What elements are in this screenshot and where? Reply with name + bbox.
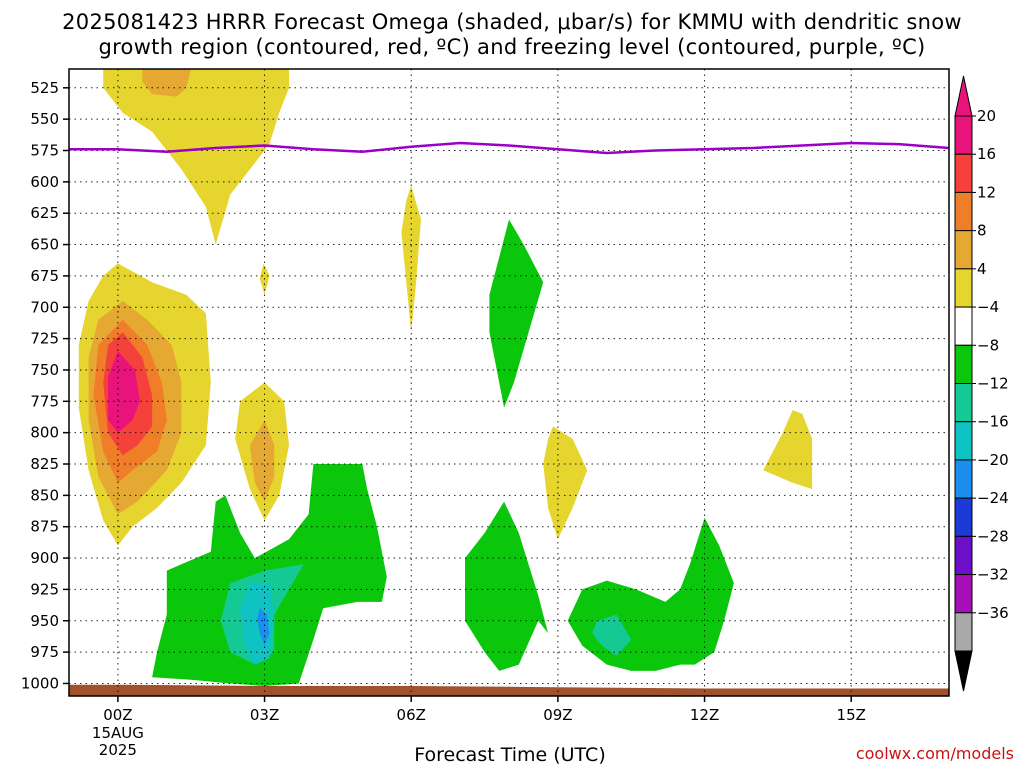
colorbar-band bbox=[954, 344, 973, 384]
x-axis-title: Forecast Time (UTC) bbox=[414, 744, 606, 766]
x-tick-label: 09Z bbox=[543, 706, 572, 724]
omega-region-13 bbox=[489, 219, 544, 408]
colorbar-label: −28 bbox=[977, 527, 1009, 545]
y-tick-label: 775 bbox=[30, 392, 59, 410]
colorbar-label: 12 bbox=[977, 183, 996, 201]
colorbar-label: −32 bbox=[977, 566, 1009, 584]
colorbar-bottom-arrow bbox=[954, 650, 973, 692]
x-date-label: 15AUG bbox=[92, 724, 144, 742]
colorbar-label: −12 bbox=[977, 375, 1009, 393]
colorbar-band bbox=[954, 421, 973, 461]
colorbar-band bbox=[954, 153, 973, 193]
x-tick-label: 00Z bbox=[103, 706, 132, 724]
y-tick-label: 875 bbox=[30, 518, 59, 536]
colorbar-band bbox=[954, 191, 973, 232]
chart-title-line-2: growth region (contoured, red, ºC) and f… bbox=[98, 35, 926, 59]
x-tick-label: 03Z bbox=[250, 706, 279, 724]
y-tick-label: 750 bbox=[30, 361, 59, 379]
colorbar-label: 20 bbox=[977, 107, 996, 125]
colorbar-band bbox=[954, 268, 973, 308]
freezing-level-contour bbox=[69, 141, 949, 155]
colorbar-top-arrow bbox=[954, 75, 973, 117]
y-tick-label: 925 bbox=[30, 580, 59, 598]
x-tick-label: 06Z bbox=[397, 706, 426, 724]
omega-region-6 bbox=[108, 351, 140, 433]
y-tick-label: 700 bbox=[30, 298, 59, 316]
colorbar: 20 16 12 8 4 −4 −8 −12 −16 −20 −24 −28 −32 −36 bbox=[954, 75, 1009, 692]
colorbar-label: −20 bbox=[977, 451, 1009, 469]
y-tick-label: 725 bbox=[30, 330, 59, 348]
omega-region-17 bbox=[257, 608, 270, 646]
colorbar-label: −16 bbox=[977, 413, 1009, 431]
omega-region-19 bbox=[567, 517, 734, 671]
x-tick-label: 12Z bbox=[690, 706, 719, 724]
y-tick-label: 625 bbox=[30, 204, 59, 222]
y-tick-label: 850 bbox=[30, 486, 59, 504]
colorbar-label: −4 bbox=[977, 298, 999, 316]
omega-region-12 bbox=[763, 410, 813, 490]
colorbar-band bbox=[954, 459, 973, 499]
omega-region-8 bbox=[249, 420, 275, 502]
x-date-label: 2025 bbox=[99, 741, 137, 759]
colorbar-band bbox=[954, 383, 973, 423]
y-tick-label: 825 bbox=[30, 455, 59, 473]
colorbar-label: −8 bbox=[977, 336, 999, 354]
colorbar-band bbox=[954, 535, 973, 576]
y-axis-ticks: 525 550 575 600 625 650 675 700 725 750 775 800 825 8… bbox=[21, 79, 69, 692]
y-tick-label: 900 bbox=[30, 549, 59, 567]
colorbar-band bbox=[954, 497, 973, 537]
omega-region-10 bbox=[401, 185, 421, 333]
y-tick-label: 1000 bbox=[21, 674, 59, 692]
x-tick-label: 15Z bbox=[837, 706, 866, 724]
colorbar-band bbox=[954, 574, 973, 614]
y-tick-label: 800 bbox=[30, 424, 59, 442]
colorbar-band bbox=[954, 230, 973, 270]
terrain bbox=[69, 684, 949, 696]
y-tick-label: 550 bbox=[30, 110, 59, 128]
omega-region-11 bbox=[543, 426, 588, 540]
omega-region-0 bbox=[103, 69, 289, 245]
colorbar-label: 16 bbox=[977, 145, 996, 163]
y-tick-label: 675 bbox=[30, 267, 59, 285]
colorbar-label: 8 bbox=[977, 222, 987, 240]
y-tick-label: 650 bbox=[30, 236, 59, 254]
y-tick-label: 950 bbox=[30, 612, 59, 630]
chart-title-line-1: 2025081423 HRRR Forecast Omega (shaded, … bbox=[62, 10, 962, 34]
y-tick-label: 575 bbox=[30, 142, 59, 160]
colorbar-band bbox=[954, 306, 973, 346]
colorbar-label: −36 bbox=[977, 604, 1009, 622]
colorbar-band bbox=[954, 115, 973, 155]
plot-frame bbox=[68, 68, 950, 697]
plot-grid bbox=[69, 69, 949, 696]
colorbar-label: 4 bbox=[977, 260, 987, 278]
omega-region-16 bbox=[240, 583, 275, 665]
colorbar-label: −24 bbox=[977, 489, 1009, 507]
y-tick-label: 525 bbox=[30, 79, 59, 97]
omega-shading bbox=[78, 69, 813, 686]
omega-region-1 bbox=[142, 69, 191, 97]
y-tick-label: 600 bbox=[30, 173, 59, 191]
omega-region-20 bbox=[592, 614, 632, 656]
source-credit: coolwx.com/models bbox=[855, 744, 1014, 763]
colorbar-band bbox=[954, 612, 973, 652]
omega-region-18 bbox=[465, 501, 549, 671]
freezing-level-line bbox=[69, 141, 949, 155]
terrain-fill bbox=[69, 684, 949, 696]
y-tick-label: 975 bbox=[30, 643, 59, 661]
